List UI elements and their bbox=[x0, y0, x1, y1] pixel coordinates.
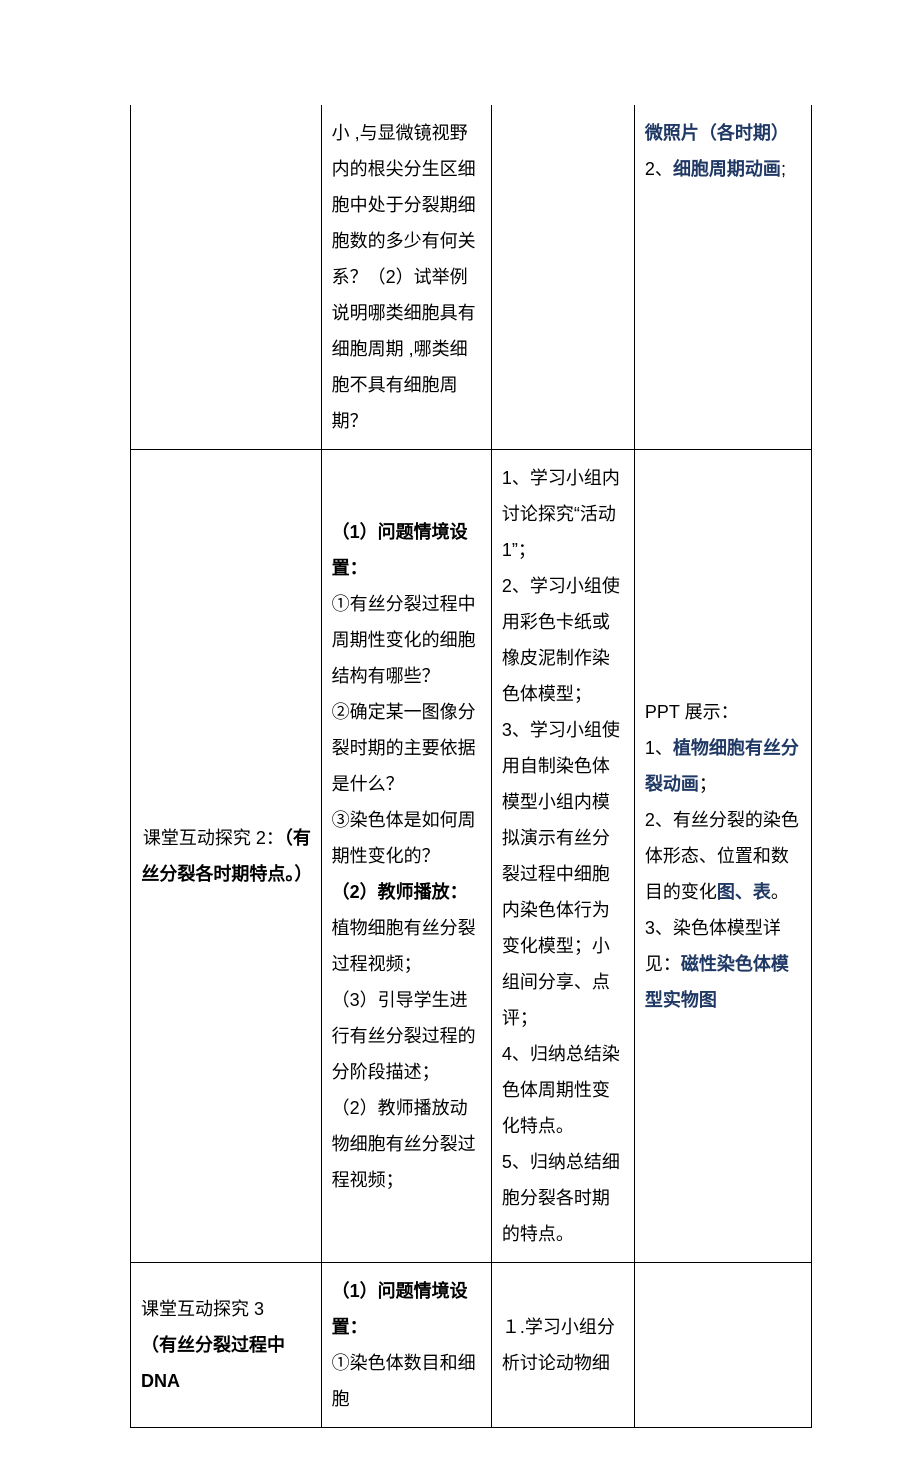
cell-text: 课堂互动探究 2： bbox=[143, 828, 284, 848]
col-student: 1、学习小组内讨论探究“活动 1”； 2、学习小组使用彩色卡纸或橡皮泥制作染色体模… bbox=[491, 450, 634, 1263]
cell-text: 细胞周期动画 bbox=[673, 159, 781, 179]
cell-text: 微照片（各时期） bbox=[645, 123, 789, 143]
cell-text: ①有丝分裂过程中周期性变化的细胞结构有哪些？ bbox=[332, 594, 476, 686]
cell-text: 2、学习小组使用彩色卡纸或橡皮泥制作染色体模型； bbox=[502, 576, 620, 704]
table-row: 课堂互动探究 3 （有丝分裂过程中 DNA （1）问题情境设置： ①染色体数目和细胞 １… bbox=[131, 1263, 812, 1428]
col-teacher: 小 ,与显微镜视野内的根尖分生区细胞中处于分裂期细胞数的多少有何关系？（2）试举… bbox=[321, 105, 491, 450]
cell-text: ③染色体是如何周期性变化的？ bbox=[332, 810, 476, 866]
col-teacher: （1）问题情境设置： ①染色体数目和细胞 bbox=[321, 1263, 491, 1428]
col-topic: 课堂互动探究 3 （有丝分裂过程中 DNA bbox=[131, 1263, 322, 1428]
cell-text: （2）试举例说明哪类细胞具有细胞周期 ,哪类细胞不具有细胞周期？ bbox=[332, 267, 476, 431]
cell-text: 图、表 bbox=[717, 882, 771, 902]
cell-text: （3）引导学生进行有丝分裂过程的分阶段描述； bbox=[332, 990, 476, 1082]
cell-text: 3、学习小组使用自制染色体模型小组内模拟演示有丝分裂过程中细胞内染色体行为变化模… bbox=[502, 720, 620, 1028]
cell-text: ②确定某一图像分裂时期的主要依据是什么？ bbox=[332, 702, 476, 794]
cell-text: 。 bbox=[771, 882, 789, 902]
cell-text: ； bbox=[699, 774, 717, 794]
cell-text: 2、 bbox=[645, 159, 673, 179]
col-media: 微照片（各时期） 2、细胞周期动画; bbox=[634, 105, 811, 450]
cell-text: 1、 bbox=[645, 738, 673, 758]
cell-text: ; bbox=[781, 159, 786, 179]
cell-text: １.学习小组分析讨论动物细 bbox=[502, 1317, 615, 1373]
col-media bbox=[634, 1263, 811, 1428]
cell-text: 小 ,与显微镜视野内的根尖分生区细胞中处于分裂期细胞数的多少有何关系？ bbox=[332, 123, 476, 287]
col-student bbox=[491, 105, 634, 450]
cell-text: （有丝分裂过程中 DNA bbox=[141, 1335, 285, 1391]
cell-text: PPT 展示： bbox=[645, 702, 739, 722]
cell-text: 4、归纳总结染色体周期性变化特点。 bbox=[502, 1044, 620, 1136]
cell-text: 5、归纳总结细胞分裂各时期的特点。 bbox=[502, 1152, 620, 1244]
table-row: 课堂互动探究 2：（有丝分裂各时期特点。）（1）问题情境设置： ①有丝分裂过程中周… bbox=[131, 450, 812, 1263]
cell-text: ①染色体数目和细胞 bbox=[332, 1353, 476, 1409]
cell-text: 植物细胞有丝分裂过程视频； bbox=[332, 918, 476, 974]
col-media: PPT 展示：1、植物细胞有丝分裂动画；2、有丝分裂的染色体形态、位置和数目的变… bbox=[634, 450, 811, 1263]
col-teacher: （1）问题情境设置： ①有丝分裂过程中周期性变化的细胞结构有哪些？ ②确定某一图像分… bbox=[321, 450, 491, 1263]
cell-text: （2）教师播放： bbox=[332, 882, 468, 902]
col-student: １.学习小组分析讨论动物细 bbox=[491, 1263, 634, 1428]
cell-text: 课堂互动探究 3 bbox=[141, 1299, 264, 1319]
cell-text: （1）问题情境设置： bbox=[332, 522, 468, 578]
cell-text: （2）教师播放动物细胞有丝分裂过程视频； bbox=[332, 1098, 476, 1190]
col-topic bbox=[131, 105, 322, 450]
col-topic: 课堂互动探究 2：（有丝分裂各时期特点。） bbox=[131, 450, 322, 1263]
lesson-plan-table: 小 ,与显微镜视野内的根尖分生区细胞中处于分裂期细胞数的多少有何关系？（2）试举… bbox=[130, 105, 812, 1428]
cell-text: （1）问题情境设置： bbox=[332, 1281, 468, 1337]
table-row: 小 ,与显微镜视野内的根尖分生区细胞中处于分裂期细胞数的多少有何关系？（2）试举… bbox=[131, 105, 812, 450]
cell-text: 1、学习小组内讨论探究“活动 1”； bbox=[502, 468, 620, 560]
